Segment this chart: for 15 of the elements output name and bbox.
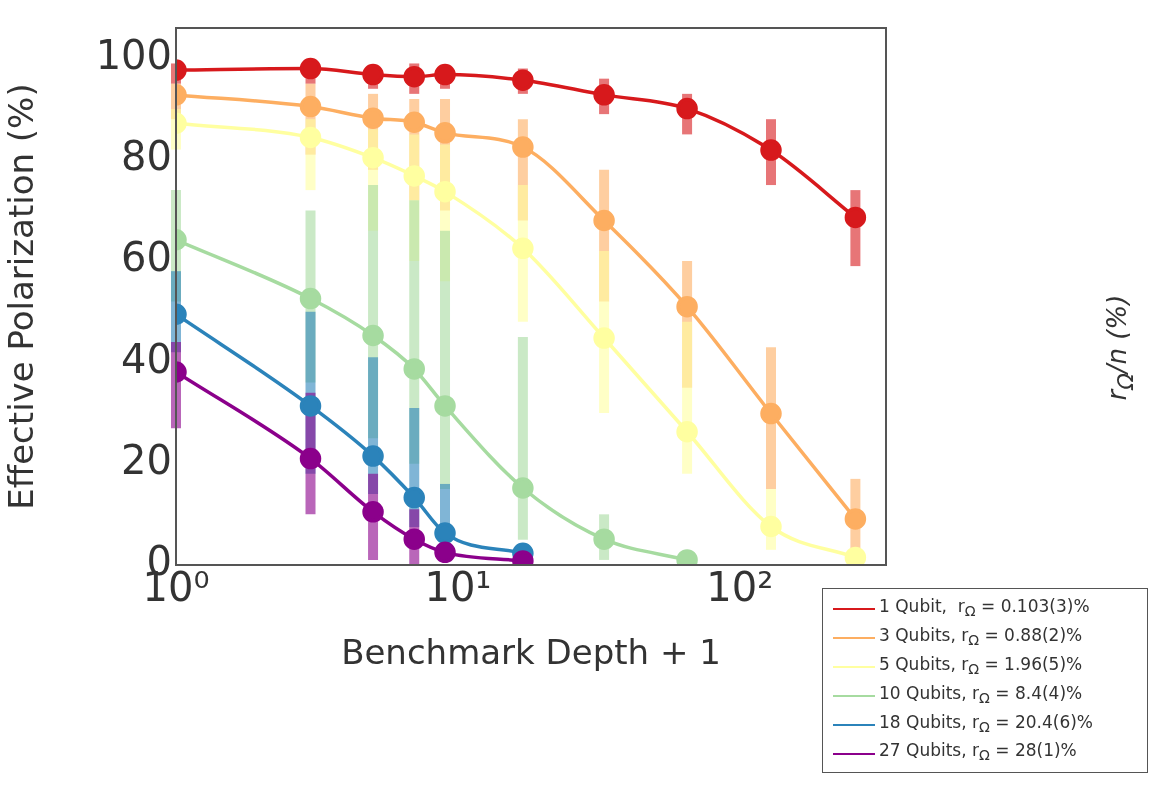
legend-label: 5 Qubits, r$_{Ω}$ = 1.96(5)%	[879, 652, 1083, 680]
legend-label: 1 Qubit, r$_{Ω}$ = 0.103(3)%	[879, 595, 1090, 622]
y-tick-label: 100	[95, 31, 172, 78]
y-tick-label: 60	[121, 234, 172, 281]
y-tick-label: 40	[121, 335, 172, 382]
legend-label: 10 Qubits, r$_{Ω}$ = 8.4(4)%	[879, 681, 1083, 709]
legend-label: 3 Qubits, r$_{Ω}$ = 0.88(2)%	[879, 623, 1083, 651]
legend-label: 27 Qubits, r$_{Ω}$ = 28(1)%	[879, 739, 1077, 766]
y-tick-label: 80	[121, 133, 172, 180]
x-axis-title: Benchmark Depth + 1	[341, 632, 721, 673]
x-tick-label: 10²	[706, 564, 774, 611]
x-tick-label: 10¹	[424, 564, 492, 611]
y-tick-label: 20	[121, 437, 172, 484]
legend-label: 18 Qubits, r$_{Ω}$ = 20.4(6)%	[879, 710, 1093, 737]
y-axis-title: Effective Polarization (%)	[1, 83, 42, 510]
